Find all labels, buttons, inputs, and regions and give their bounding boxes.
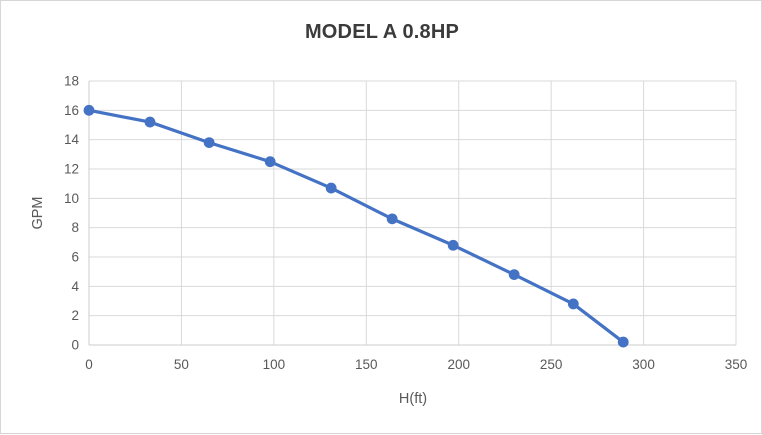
y-tick-label: 14: [64, 132, 80, 147]
axis-lines: [88, 81, 736, 346]
data-point-marker: [447, 239, 459, 251]
x-tick-label: 250: [540, 357, 563, 372]
y-tick-label: 4: [71, 279, 79, 294]
y-tick-label: 18: [64, 74, 79, 89]
x-tick-label: 0: [85, 357, 93, 372]
x-tick-label: 150: [355, 357, 378, 372]
y-tick-label: 16: [64, 103, 79, 118]
data-point-marker: [325, 182, 337, 194]
data-point-marker: [386, 213, 398, 225]
y-tick-label: 12: [64, 162, 79, 177]
y-tick-label: 10: [64, 191, 79, 206]
gridlines: [88, 80, 737, 346]
chart-title: MODEL A 0.8HP: [304, 21, 460, 43]
x-tick-label: 50: [174, 357, 189, 372]
data-point-marker: [264, 156, 276, 168]
x-tick-label: 200: [447, 357, 470, 372]
data-point-marker: [508, 269, 520, 280]
x-tick-label: 350: [725, 357, 748, 372]
y-tick-label: 8: [71, 220, 79, 235]
y-tick-label: 6: [71, 250, 79, 265]
x-tick-label: 300: [632, 357, 655, 372]
y-tick-label: 0: [71, 338, 79, 353]
data-point-marker: [83, 104, 95, 116]
data-point-marker: [203, 137, 215, 149]
data-point-marker: [617, 336, 629, 348]
x-axis-title: H(ft): [399, 391, 427, 407]
y-axis-title: GPM: [30, 196, 46, 229]
series-line: [87, 108, 625, 344]
data-point-marker: [567, 298, 579, 310]
y-tick-label: 2: [71, 308, 79, 323]
tick-labels: 0 50 100 150 200 250 300 350 0 2 4 6 8 10 12 14 16 18: [64, 74, 747, 373]
data-point-marker: [144, 116, 156, 128]
data-series: [83, 104, 629, 348]
x-tick-label: 100: [263, 357, 286, 372]
